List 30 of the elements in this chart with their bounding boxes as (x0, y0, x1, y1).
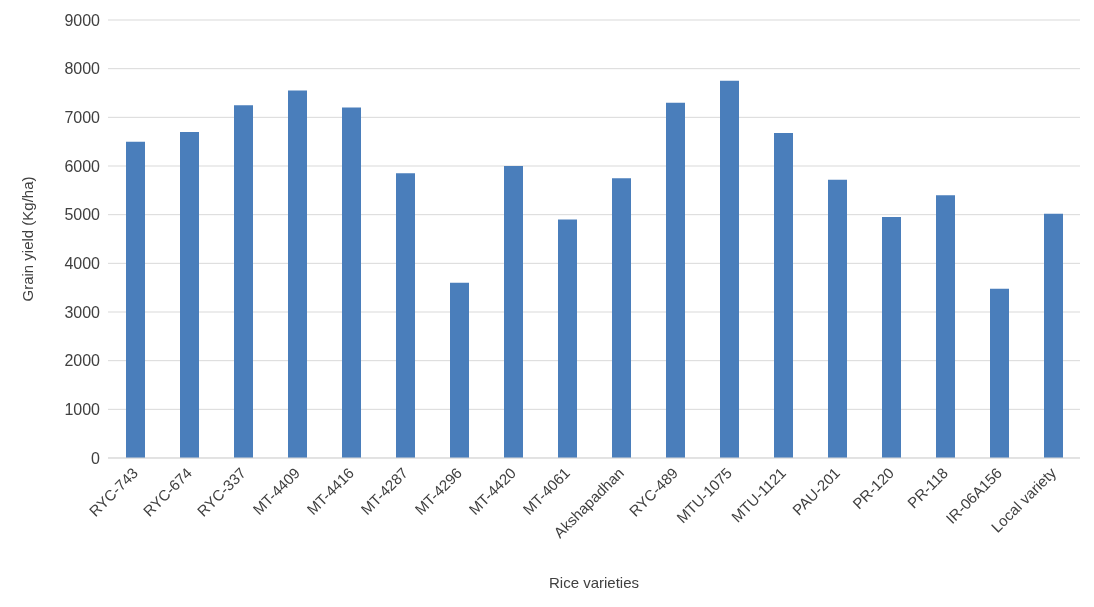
y-tick-label: 1000 (64, 401, 101, 419)
x-axis-title: Rice varieties (548, 574, 640, 591)
bar (558, 219, 577, 458)
bar (1044, 213, 1063, 458)
y-tick-label: 8000 (64, 60, 101, 78)
y-tick-label: 9000 (64, 11, 101, 29)
bar (774, 132, 793, 458)
bar (990, 288, 1009, 458)
bar (126, 141, 145, 458)
bar (828, 179, 847, 458)
bar (180, 131, 199, 458)
y-tick-label: 7000 (64, 109, 101, 127)
bar (504, 166, 523, 458)
bar (612, 178, 631, 458)
y-tick-label: 6000 (64, 157, 101, 175)
bar (936, 195, 955, 458)
bar (450, 282, 469, 458)
y-tick-label: 5000 (64, 206, 101, 224)
y-axis-title: Grain yield (Kg/ha) (19, 176, 37, 302)
bar (234, 105, 253, 458)
bar (720, 80, 739, 458)
bar (288, 90, 307, 458)
bar (342, 107, 361, 458)
y-tick-label: 3000 (64, 303, 101, 321)
bar (882, 217, 901, 458)
bar (666, 102, 685, 458)
y-tick-label: 4000 (64, 255, 101, 273)
bar (396, 173, 415, 458)
y-tick-label: 2000 (64, 352, 101, 370)
y-tick-label: 0 (91, 449, 101, 467)
